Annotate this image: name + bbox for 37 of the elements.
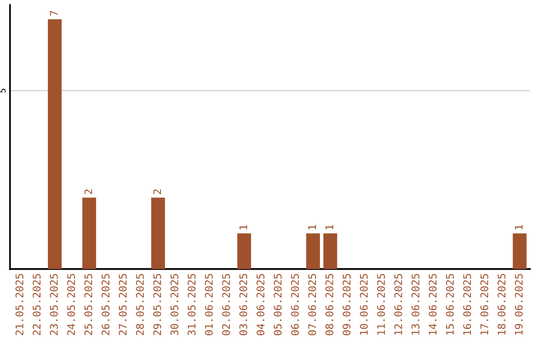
x-tick-label: 04.06.2025 <box>256 274 264 336</box>
x-tick-label: 25.05.2025 <box>84 274 92 336</box>
x-tick-label: 08.06.2025 <box>325 274 334 336</box>
x-tick-label: 12.06.2025 <box>394 274 402 335</box>
x-tick-label: 30.05.2025 <box>170 274 178 336</box>
x-tick-label: 15.06.2025 <box>446 274 454 335</box>
x-tick-label: 16.06.2025 <box>463 274 472 335</box>
x-tick-label: 01.06.2025 <box>204 274 213 336</box>
x-tick-label: 22.05.2025 <box>32 274 41 336</box>
x-tick-label: 17.06.2025 <box>480 274 488 335</box>
x-tick-label: 10.06.2025 <box>360 274 368 335</box>
x-tick-label: 13.06.2025 <box>412 274 420 335</box>
data-label: 1 <box>308 224 316 230</box>
x-tick-label: 07.06.2025 <box>308 274 316 336</box>
data-label: 1 <box>239 224 248 230</box>
x-tick-label: 19.06.2025 <box>514 274 523 335</box>
data-label: 2 <box>84 189 92 194</box>
x-tick-label: 14.06.2025 <box>428 274 437 335</box>
x-tick-label: 03.06.2025 <box>239 274 248 336</box>
x-tick-label: 26.05.2025 <box>102 274 110 336</box>
x-tick-label: 28.05.2025 <box>136 274 144 336</box>
x-tick-label: 31.05.2025 <box>188 274 196 336</box>
x-tick-label: 06.06.2025 <box>291 274 299 336</box>
x-tick-label: 11.06.2025 <box>377 274 385 335</box>
x-tick-label: 27.05.2025 <box>118 274 127 336</box>
x-tick-label: 18.06.2025 <box>498 274 506 335</box>
data-label: 2 <box>153 189 161 194</box>
data-label: 1 <box>514 224 523 230</box>
x-tick-label: 23.05.2025 <box>50 274 58 336</box>
x-tick-label: 02.06.2025 <box>222 274 230 336</box>
data-label: 1 <box>326 224 334 230</box>
x-tick-label: 09.06.2025 <box>342 274 351 336</box>
x-tick-label: 29.05.2025 <box>153 274 162 336</box>
data-label: 7 <box>50 11 58 16</box>
x-tick-label: 05.06.2025 <box>274 274 282 336</box>
x-tick-label: 21.05.2025 <box>16 274 24 336</box>
x-tick-label: 24.05.2025 <box>67 274 76 336</box>
